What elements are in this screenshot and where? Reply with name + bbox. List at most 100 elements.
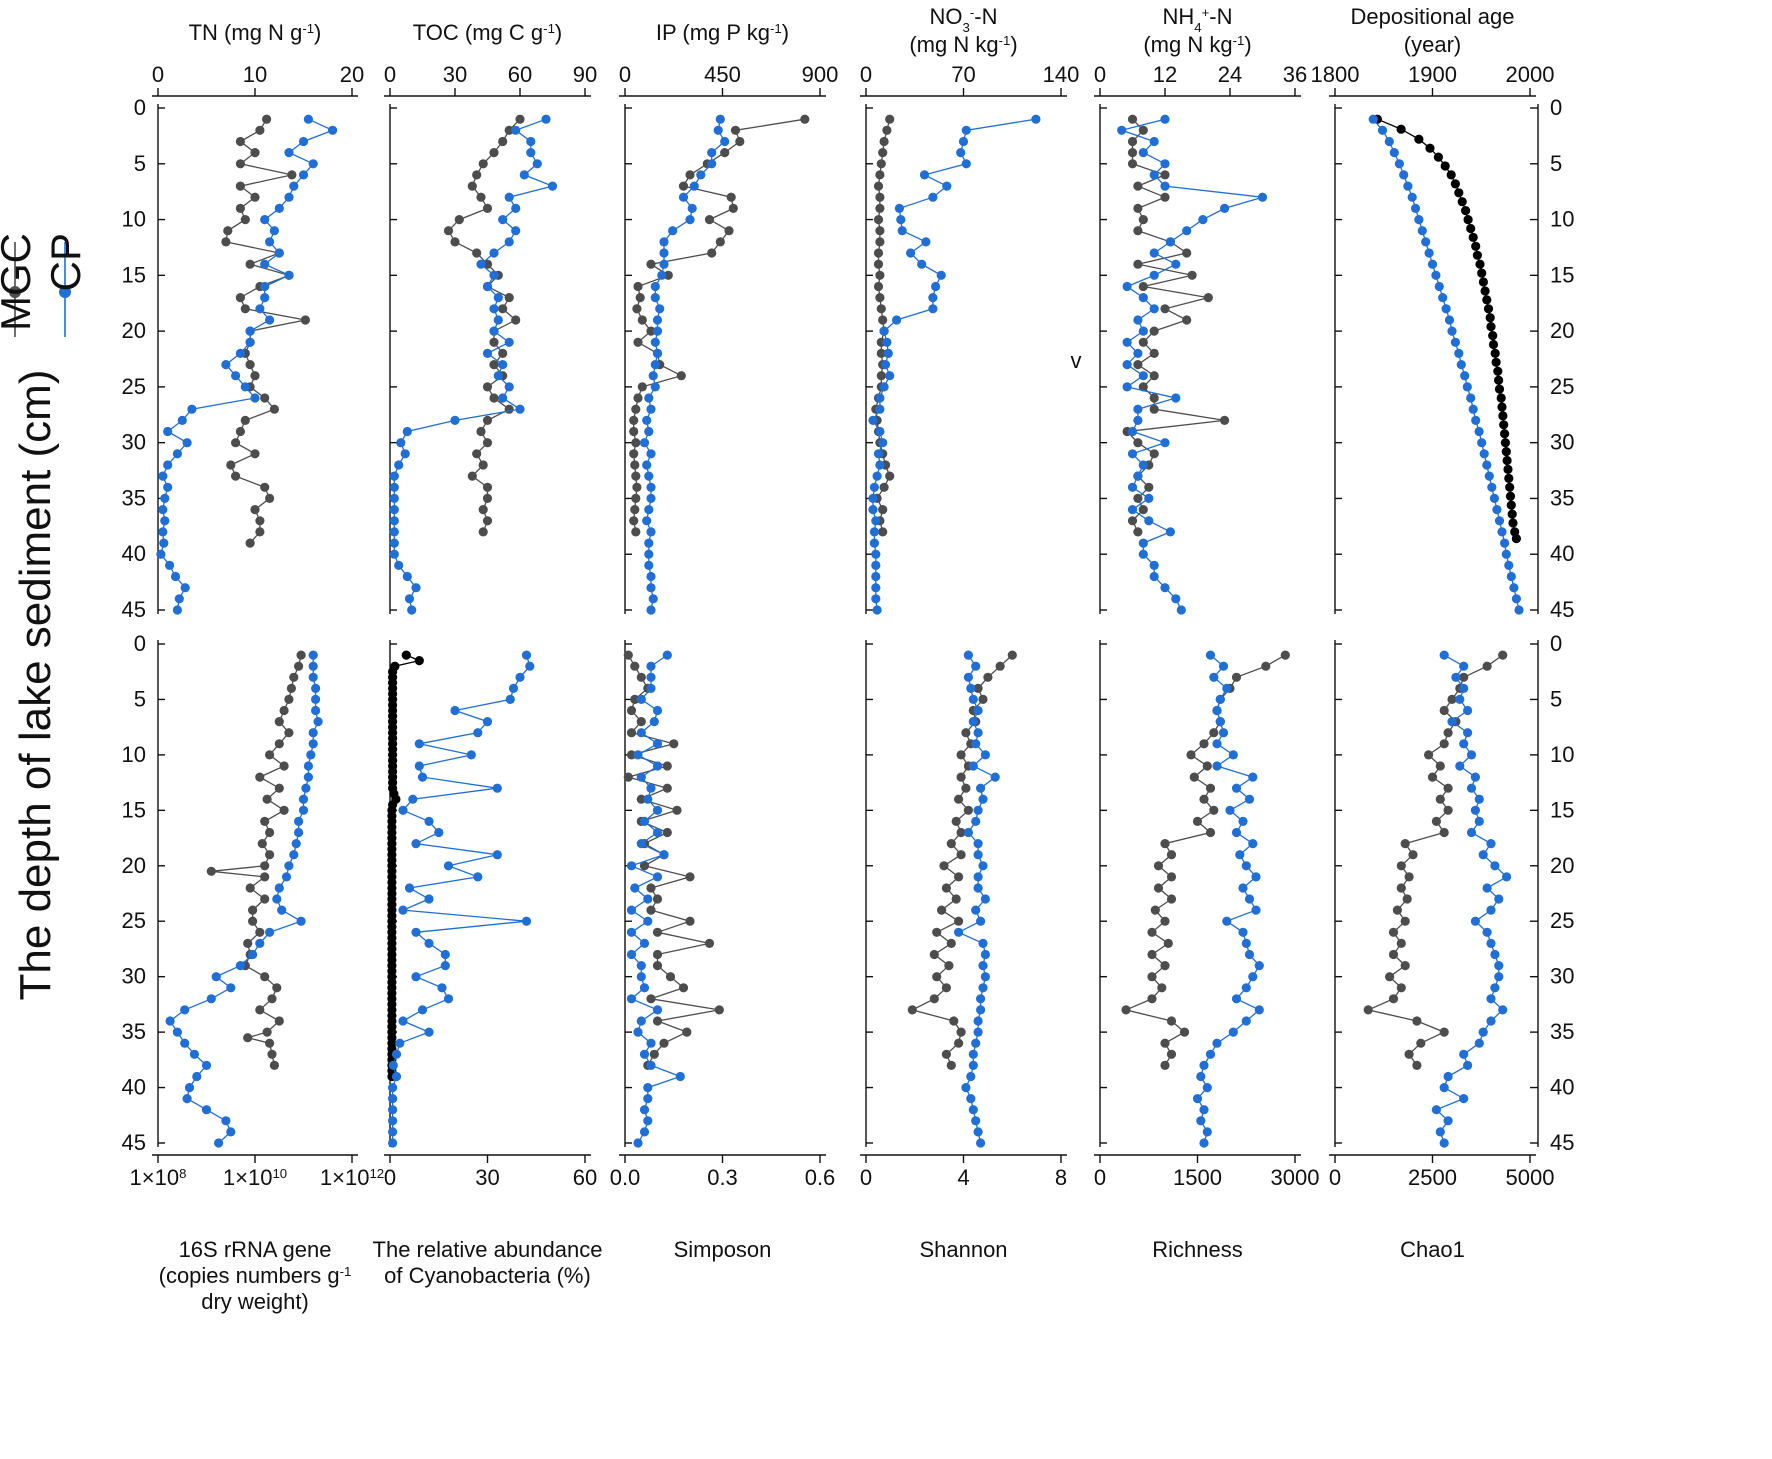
data-point-mgc [956, 750, 966, 760]
depth-tick-label: 0 [134, 95, 146, 120]
depth-tick-label: 5 [1550, 151, 1562, 176]
data-point-cp [206, 994, 216, 1004]
data-point-mgc [498, 348, 508, 358]
data-point-cp [1171, 259, 1181, 269]
value-tick-label: 1×1012 [320, 1165, 384, 1190]
data-point-cp [644, 560, 654, 571]
depth-tick-label: 25 [122, 908, 146, 933]
series-mgc [1121, 650, 1290, 1070]
data-point-cp [1127, 449, 1138, 459]
data-point-cp [235, 348, 245, 358]
data-point-cp [1377, 125, 1388, 135]
data-point-cp [298, 805, 309, 815]
data-point-cp [1434, 281, 1444, 292]
data-point-mgc [1472, 250, 1482, 260]
panel-top-2: 0 30 60 90 TOC (mg C g-1) [384, 20, 597, 615]
data-point-mgc [735, 136, 745, 147]
data-point-cp [868, 493, 878, 503]
data-point-mgc [1433, 152, 1443, 162]
data-point-mgc [939, 861, 949, 871]
data-point-mgc [1127, 516, 1138, 526]
data-point-cp [1218, 661, 1229, 671]
data-point-cp [1484, 471, 1494, 481]
bottom-axis-label: 16S rRNA gene [179, 1237, 332, 1262]
data-point-mgc [626, 705, 637, 716]
data-point-cp [289, 181, 299, 191]
data-point-mgc [978, 694, 988, 705]
depth-tick-label: 30 [1550, 964, 1574, 989]
data-point-cp [255, 304, 265, 314]
data-point-cp [646, 672, 656, 682]
data-point-cp [978, 983, 988, 993]
data-point-cp [1431, 270, 1441, 280]
data-point-cp [642, 516, 652, 526]
data-point-cp [1460, 371, 1470, 381]
data-point-cp [646, 1038, 656, 1048]
data-point-mgc [876, 371, 886, 381]
data-point-cp [978, 938, 988, 949]
data-point-mgc [1400, 961, 1410, 971]
data-point-mgc [1127, 148, 1138, 158]
series-mgc [206, 650, 306, 1070]
depth-tick-label: 35 [122, 485, 146, 510]
data-point-mgc [629, 415, 639, 425]
data-point-cp [643, 1083, 653, 1093]
data-point-cp [1160, 583, 1170, 593]
value-tick-label: 36 [1283, 62, 1307, 87]
data-point-mgc [482, 415, 493, 425]
stray-mark: v [1071, 348, 1082, 373]
data-point-mgc [231, 438, 241, 448]
data-point-mgc [274, 739, 284, 749]
data-point-mgc [630, 661, 640, 671]
data-point-mgc [1443, 728, 1453, 738]
value-tick-label: 0 [860, 62, 872, 87]
data-point-mgc [265, 827, 275, 838]
data-point-mgc [1439, 705, 1449, 716]
data-point-mgc [873, 215, 884, 225]
data-point-cp [1494, 972, 1504, 982]
value-tick-label: 30 [443, 62, 467, 87]
data-point-mgc [1133, 360, 1143, 370]
data-point-mgc [961, 783, 971, 793]
data-point-mgc [1498, 650, 1508, 660]
data-point-cp [221, 360, 231, 370]
data-point-cp [1447, 326, 1457, 336]
data-point-cp [646, 783, 656, 793]
data-point-cp [892, 315, 902, 325]
data-point-mgc [956, 1027, 966, 1037]
data-point-cp [1133, 404, 1143, 414]
data-point-cp [1231, 783, 1242, 793]
data-point-cp [919, 170, 930, 180]
data-point-cp [489, 270, 499, 280]
data-point-cp [201, 1105, 212, 1115]
data-point-mgc [454, 215, 464, 225]
data-point-cp [214, 1138, 224, 1148]
panel-title: NH4+-N [1162, 4, 1232, 35]
data-point-cp [636, 961, 646, 971]
legend-entry-mgc: MGC [0, 233, 39, 337]
data-point-mgc [800, 114, 810, 124]
data-point-cp [402, 426, 412, 437]
data-point-mgc [1404, 1049, 1414, 1059]
series-line-mgc [633, 118, 805, 533]
data-point-mgc [250, 505, 260, 515]
data-point-cp [180, 583, 190, 593]
data-point-cp [1494, 961, 1504, 971]
data-point-mgc [504, 125, 514, 135]
data-point-cp [388, 1116, 398, 1126]
data-point-cp [298, 794, 309, 804]
data-point-cp [407, 605, 417, 615]
data-point-mgc [875, 237, 885, 247]
data-point-mgc [1007, 650, 1017, 660]
data-point-mgc [631, 404, 641, 414]
data-point-mgc [1280, 650, 1290, 660]
data-point-cp [160, 516, 170, 526]
data-point-cp [1149, 170, 1159, 180]
data-point-cp [424, 1027, 434, 1037]
data-point-cp [630, 883, 640, 893]
data-point-cp [1471, 415, 1481, 425]
data-point-mgc [1402, 894, 1412, 904]
data-point-cp [869, 538, 880, 548]
data-point-cp [968, 1049, 978, 1059]
data-point-mgc [472, 449, 482, 459]
